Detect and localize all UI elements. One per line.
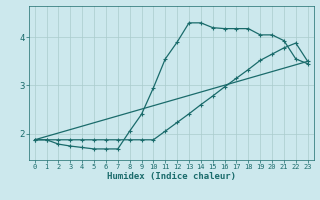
- X-axis label: Humidex (Indice chaleur): Humidex (Indice chaleur): [107, 172, 236, 181]
